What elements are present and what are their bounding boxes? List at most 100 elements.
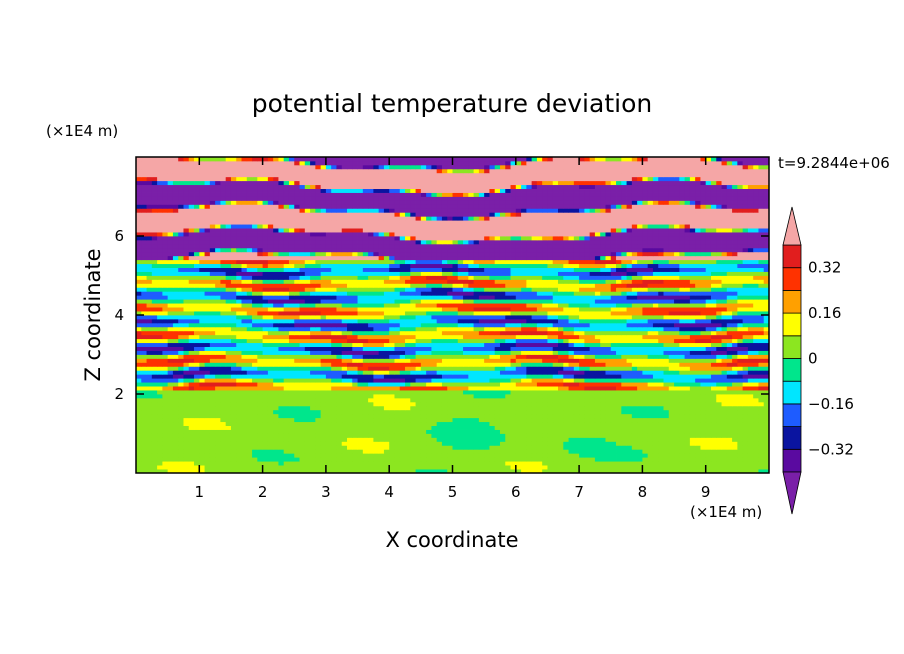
heatmap-cell [658,382,664,387]
heatmap-cell [631,370,638,375]
heatmap-cell [510,433,517,438]
heatmap-cell [621,370,627,375]
heatmap-cell [568,421,575,426]
heatmap-cell [594,433,601,438]
heatmap-cell [410,350,416,355]
heatmap-cell [589,342,596,347]
heatmap-cell [510,358,517,363]
heatmap-cell [695,397,701,403]
heatmap-cell [573,315,580,320]
heatmap-cell [136,433,142,438]
heatmap-cell [568,433,575,438]
heatmap-cell [257,334,263,340]
heatmap-cell [468,409,475,415]
heatmap-cell [236,307,242,312]
heatmap-cell [341,386,348,391]
heatmap-cell [621,326,627,332]
heatmap-cell [188,441,195,446]
heatmap-cell [420,322,427,328]
heatmap-cell [658,350,664,355]
heatmap-cell [647,378,654,383]
heatmap-cell [278,315,285,320]
heatmap-cell [484,354,490,359]
heatmap-cell [637,445,643,450]
heatmap-cell [531,311,538,316]
heatmap-cell [573,401,580,407]
heatmap-cell [220,441,227,446]
heatmap-cell [737,417,744,423]
heatmap-cell [621,449,627,454]
heatmap-cell [552,429,559,434]
heatmap-cell [283,409,290,415]
heatmap-cell [151,417,158,423]
heatmap-cell [558,374,564,379]
heatmap-cell [136,386,142,391]
heatmap-cell [716,322,722,328]
heatmap-cell [209,409,216,415]
heatmap-cell [489,445,496,450]
heatmap-cell [304,370,311,375]
heatmap-cell [362,449,369,454]
heatmap-cell [589,358,596,363]
heatmap-cell [357,457,364,462]
heatmap-cell [695,330,701,336]
heatmap-cell [352,409,358,415]
heatmap-cell [162,409,169,415]
heatmap-cell [621,390,627,395]
heatmap-cell [452,318,459,324]
heatmap-cell [357,382,364,387]
heatmap-cell [758,366,765,371]
heatmap-cell [436,429,443,434]
heatmap-cell [341,326,348,332]
heatmap-cell [336,390,343,395]
heatmap-cell [499,405,506,411]
heatmap-cell [600,449,606,454]
heatmap-cell [347,326,353,332]
heatmap-cell [162,386,169,391]
heatmap-cell [552,469,559,474]
heatmap-cell [246,441,253,446]
heatmap-cell [494,465,501,470]
heatmap-cell [684,469,691,474]
heatmap-cell [420,461,427,466]
heatmap-cell [368,338,374,344]
heatmap-cell [146,465,153,470]
heatmap-cell [732,322,738,328]
heatmap-cell [246,390,253,395]
heatmap-cell [136,465,142,470]
heatmap-cell [726,394,733,399]
heatmap-cell [478,311,485,316]
heatmap-cell [505,307,511,312]
heatmap-cell [141,358,147,363]
heatmap-cell [763,461,770,466]
heatmap-cell [331,453,337,458]
heatmap-cell [194,318,200,324]
heatmap-cell [721,405,728,411]
heatmap-cell [151,457,158,462]
heatmap-cell [368,315,374,320]
heatmap-cell [463,433,469,438]
heatmap-cell [436,322,443,328]
heatmap-cell [542,421,548,426]
heatmap-cell [241,469,248,474]
heatmap-cell [737,469,744,474]
heatmap-cell [172,307,179,312]
heatmap-cell [473,354,480,359]
heatmap-cell [162,421,169,426]
heatmap-cell [283,397,290,403]
heatmap-cell [526,326,533,332]
heatmap-cell [668,366,675,371]
heatmap-cell [157,421,163,426]
heatmap-cell [526,366,533,371]
heatmap-cell [647,465,654,470]
heatmap-cell [283,441,290,446]
heatmap-cell [505,429,511,434]
heatmap-cell [241,334,248,340]
heatmap-cell [721,453,728,458]
heatmap-cell [473,413,480,419]
heatmap-cell [689,326,696,332]
heatmap-cell [441,338,448,344]
heatmap-cell [489,370,496,375]
heatmap-cell [705,346,712,351]
heatmap-cell [410,315,416,320]
